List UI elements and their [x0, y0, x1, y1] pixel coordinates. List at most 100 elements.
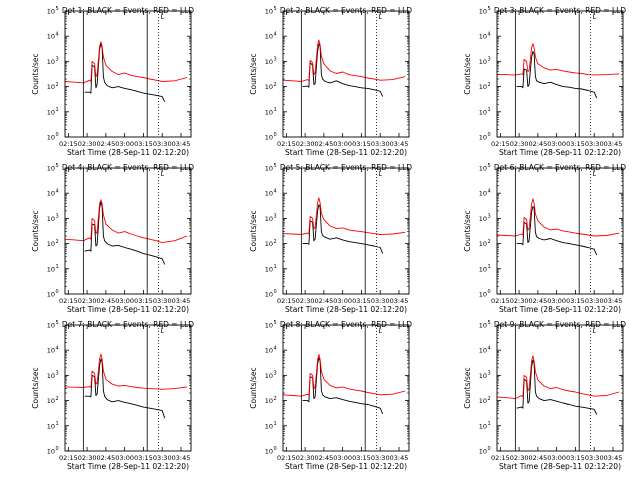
y-tick-base: 10 [479, 347, 487, 355]
y-tick-base: 10 [47, 422, 55, 430]
x-axis-label: Start Time (28-Sep-11 02:12:20) [499, 305, 621, 314]
y-tick-exponent: 2 [488, 239, 491, 245]
y-tick-exponent: 3 [56, 214, 59, 220]
y-tick-base: 10 [47, 108, 55, 116]
x-tick-label: 03:45 [172, 140, 191, 148]
axes-frame [64, 324, 192, 452]
x-tick-label: 03:15 [134, 454, 153, 462]
y-tick-exponent: 5 [488, 320, 491, 326]
x-tick-label: 03:15 [352, 140, 371, 148]
y-tick-exponent: 4 [488, 345, 491, 351]
y-tick-base: 10 [265, 108, 273, 116]
series-lld-line [282, 353, 406, 397]
y-tick-label: 10 4 [479, 345, 491, 354]
y-tick-exponent: 4 [274, 188, 277, 194]
y-tick-label: 10 2 [479, 82, 491, 91]
y-tick-exponent: 2 [56, 82, 59, 88]
y-tick-base: 10 [479, 215, 487, 223]
panel-title: Det 5: BLACK = Events, RED = LLD [280, 163, 412, 172]
series-lld-line [64, 41, 188, 84]
y-tick-label: 10 4 [47, 31, 59, 40]
y-tick-exponent: 4 [488, 31, 491, 37]
y-tick-base: 10 [265, 291, 273, 299]
x-tick-label: 02:30 [296, 297, 315, 305]
y-tick-label: 10 3 [479, 371, 491, 380]
y-axis-label: Counts/sec [249, 367, 258, 408]
y-tick-exponent: 1 [274, 421, 277, 427]
x-tick-label: 03:30 [371, 454, 390, 462]
y-tick-label: 10 4 [47, 188, 59, 197]
x-tick-label: 03:45 [172, 297, 191, 305]
y-tick-exponent: 3 [488, 214, 491, 220]
y-tick-base: 10 [479, 422, 487, 430]
y-tick-label: 10 1 [47, 107, 59, 116]
y-tick-base: 10 [47, 347, 55, 355]
series-events-line [302, 357, 384, 414]
y-tick-base: 10 [47, 448, 55, 456]
y-tick-base: 10 [479, 33, 487, 41]
x-axis-label: Start Time (28-Sep-11 02:12:20) [499, 148, 621, 157]
marker-label: L [160, 13, 164, 21]
y-tick-label: 10 4 [265, 31, 277, 40]
x-tick-label: 02:45 [529, 297, 548, 305]
y-tick-base: 10 [47, 58, 55, 66]
y-tick-label: 10 5 [265, 163, 277, 172]
x-tick-label: 02:15 [491, 140, 510, 148]
y-tick-base: 10 [47, 190, 55, 198]
x-tick-label: 03:00 [333, 297, 352, 305]
y-tick-label: 10 2 [265, 82, 277, 91]
y-tick-exponent: 1 [56, 421, 59, 427]
series-lld-line [282, 197, 406, 235]
x-tick-label: 02:45 [315, 454, 334, 462]
y-tick-exponent: 3 [56, 371, 59, 377]
panel-title: Det 8: BLACK = Events, RED = LLD [280, 320, 412, 329]
y-tick-base: 10 [265, 190, 273, 198]
x-tick-label: 03:30 [153, 297, 172, 305]
x-tick-label: 03:00 [333, 140, 352, 148]
series-events-line [516, 359, 598, 415]
y-tick-label: 10 2 [265, 239, 277, 248]
x-tick-label: 03:45 [390, 140, 409, 148]
y-tick-base: 10 [479, 448, 487, 456]
x-tick-label: 02:45 [315, 297, 334, 305]
series-lld-line [64, 199, 188, 244]
y-tick-label: 10 3 [265, 57, 277, 66]
y-tick-exponent: 0 [488, 289, 491, 295]
x-axis-label: Start Time (28-Sep-11 02:12:20) [499, 462, 621, 471]
axes-frame [282, 10, 410, 138]
y-tick-exponent: 5 [56, 6, 59, 12]
y-tick-label: 10 1 [265, 264, 277, 273]
x-tick-label: 03:30 [153, 454, 172, 462]
y-tick-label: 10 4 [265, 345, 277, 354]
y-tick-exponent: 0 [274, 446, 277, 452]
series-events-line [84, 358, 166, 419]
marker-label: L [160, 327, 164, 335]
y-tick-base: 10 [265, 448, 273, 456]
x-tick-label: 02:30 [78, 140, 97, 148]
y-tick-exponent: 4 [56, 345, 59, 351]
y-tick-base: 10 [47, 240, 55, 248]
y-tick-label: 10 0 [265, 289, 277, 298]
y-tick-exponent: 4 [274, 31, 277, 37]
y-tick-exponent: 5 [274, 163, 277, 169]
y-tick-label: 10 2 [479, 239, 491, 248]
y-axis-label: Counts/sec [249, 210, 258, 251]
series-events-line [302, 43, 384, 97]
y-tick-label: 10 2 [47, 396, 59, 405]
y-tick-exponent: 1 [488, 421, 491, 427]
y-tick-base: 10 [47, 8, 55, 16]
x-tick-label: 02:30 [78, 297, 97, 305]
x-tick-label: 03:45 [172, 454, 191, 462]
y-tick-exponent: 0 [56, 132, 59, 138]
x-axis-label: Start Time (28-Sep-11 02:12:20) [67, 462, 189, 471]
y-tick-exponent: 2 [56, 396, 59, 402]
series-events-line [516, 50, 598, 99]
y-tick-base: 10 [47, 291, 55, 299]
y-tick-base: 10 [47, 134, 55, 142]
x-tick-label: 03:00 [333, 454, 352, 462]
y-tick-base: 10 [479, 397, 487, 405]
y-tick-base: 10 [47, 372, 55, 380]
